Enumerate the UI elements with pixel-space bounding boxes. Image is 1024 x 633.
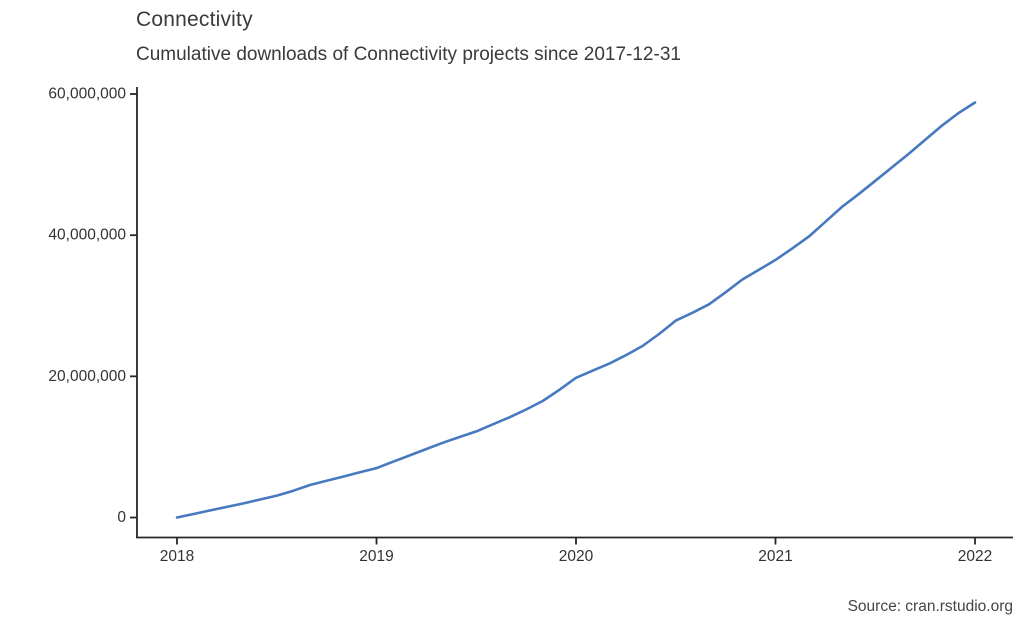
y-tick-label: 40,000,000	[48, 227, 126, 244]
y-tick-label: 20,000,000	[48, 368, 126, 385]
x-tick-label: 2022	[958, 548, 992, 565]
source-label: Source: cran.rstudio.org	[847, 598, 1013, 615]
x-tick-label: 2019	[359, 548, 393, 565]
x-tick-label: 2020	[559, 548, 594, 565]
x-tick-label: 2018	[160, 548, 194, 565]
x-tick-label: 2021	[758, 548, 792, 565]
y-tick-label: 0	[117, 509, 126, 526]
chart-subtitle: Cumulative downloads of Connectivity pro…	[136, 44, 681, 65]
series-line	[175, 101, 977, 519]
y-tick-label: 60,000,000	[48, 86, 126, 103]
chart-title: Connectivity	[136, 8, 253, 31]
